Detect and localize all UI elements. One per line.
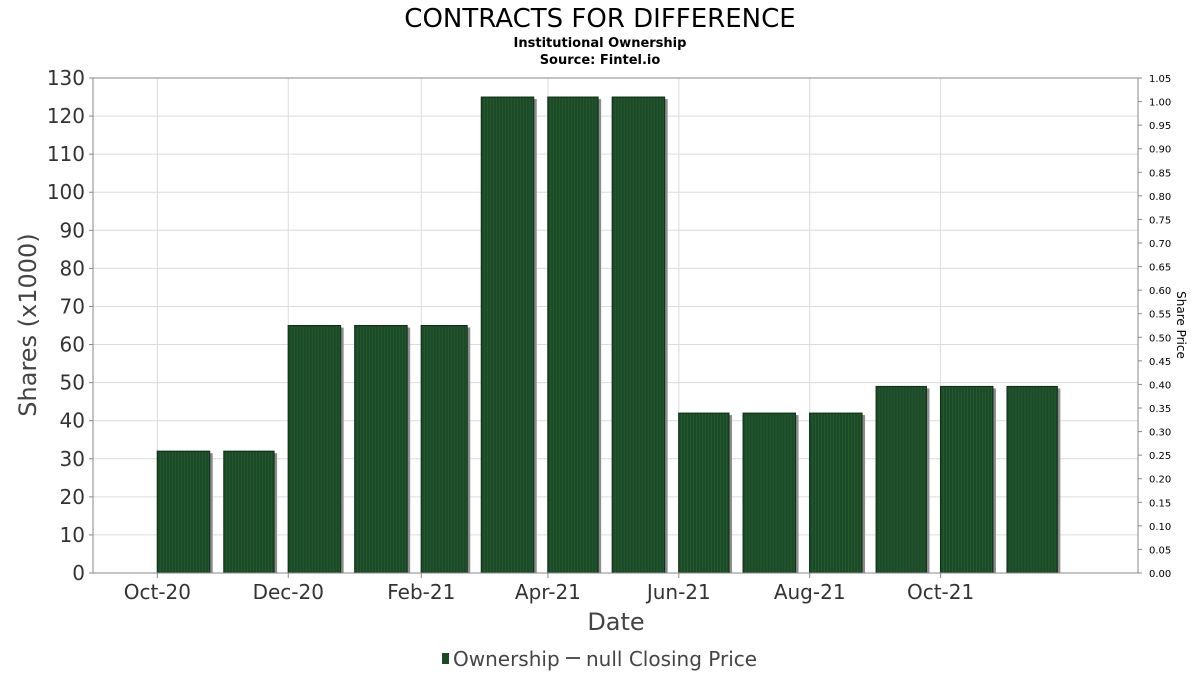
bar xyxy=(547,96,602,574)
bar-body xyxy=(611,96,666,574)
y2-tick-label: 0.90 xyxy=(1149,145,1171,156)
y2-tick-label: 0.20 xyxy=(1149,475,1171,486)
legend-label-closing-price: null Closing Price xyxy=(586,647,757,671)
bar-body xyxy=(156,450,211,574)
bar-body xyxy=(480,96,535,574)
chart-title: CONTRACTS FOR DIFFERENCE xyxy=(404,4,795,34)
x-tick-label: Oct-20 xyxy=(124,580,191,604)
chart-subtitle: Institutional Ownership xyxy=(514,36,687,51)
bar xyxy=(809,412,866,574)
bars xyxy=(156,96,1061,574)
y-tick-label: 60 xyxy=(60,333,85,357)
y2-tick-label: 0.85 xyxy=(1149,168,1171,179)
y-tick-label: 50 xyxy=(60,371,85,395)
legend: Ownership null Closing Price xyxy=(442,647,757,671)
bar xyxy=(480,96,537,574)
y2-tick-label: 0.75 xyxy=(1149,215,1171,226)
y-tick-label: 30 xyxy=(60,447,85,471)
bar xyxy=(678,412,733,574)
bar-body xyxy=(875,385,927,574)
x-tick-label: Apr-21 xyxy=(515,580,581,604)
y-tick-label: 130 xyxy=(47,66,85,90)
y2-tick-label: 0.45 xyxy=(1149,357,1171,368)
bar xyxy=(939,385,996,574)
x-tick-label: Aug-21 xyxy=(774,580,846,604)
y-tick-label: 90 xyxy=(60,218,85,242)
legend-swatch-ownership xyxy=(442,653,449,664)
y2-tick-label: 1.05 xyxy=(1149,74,1171,85)
bar-body xyxy=(420,325,468,574)
y2-tick-label: 0.05 xyxy=(1149,545,1171,556)
chart-source: Source: Fintel.io xyxy=(540,53,661,68)
y-axis-label: Shares (x1000) xyxy=(14,233,42,416)
y2-tick-label: 0.70 xyxy=(1149,239,1171,250)
y-tick-label: 40 xyxy=(60,409,85,433)
y-axis-ticks: 0 10 20 30 40 50 60 70 80 90 100 110 120 130 xyxy=(47,66,93,585)
bar xyxy=(156,450,213,574)
bar xyxy=(875,385,930,574)
y-tick-label: 70 xyxy=(60,294,85,318)
y2-tick-label: 0.00 xyxy=(1149,569,1171,580)
y2-tick-label: 0.50 xyxy=(1149,333,1171,344)
y2-tick-label: 0.25 xyxy=(1149,451,1171,462)
x-tick-label: Dec-20 xyxy=(253,580,324,604)
y-tick-label: 20 xyxy=(60,485,85,509)
x-axis-ticks: Oct-20 Dec-20 Feb-21 Apr-21 Jun-21 Aug-21 Oct-… xyxy=(124,573,974,604)
y2-tick-label: 0.10 xyxy=(1149,522,1171,533)
bar-body xyxy=(809,412,863,574)
bar-body xyxy=(223,450,275,574)
y2-tick-label: 1.00 xyxy=(1149,98,1171,109)
x-axis-label: Date xyxy=(587,608,644,636)
bar-body xyxy=(354,325,408,574)
y2-tick-label: 0.65 xyxy=(1149,263,1171,274)
y-tick-label: 120 xyxy=(47,104,85,128)
y2-tick-label: 0.95 xyxy=(1149,121,1171,132)
y2-tick-label: 0.35 xyxy=(1149,404,1171,415)
bar xyxy=(420,325,471,574)
bar-body xyxy=(742,412,797,574)
y-tick-label: 80 xyxy=(60,256,85,280)
legend-label-ownership: Ownership xyxy=(453,647,560,671)
bar xyxy=(742,412,799,574)
y2-tick-label: 0.40 xyxy=(1149,380,1171,391)
bar xyxy=(611,96,668,574)
y2-tick-label: 0.80 xyxy=(1149,192,1171,203)
y-tick-label: 110 xyxy=(47,142,85,166)
y2-tick-label: 0.55 xyxy=(1149,310,1171,321)
bar xyxy=(223,450,278,574)
y-tick-label: 0 xyxy=(72,561,85,585)
bar xyxy=(1006,385,1061,574)
y-tick-label: 10 xyxy=(60,523,85,547)
y2-tick-label: 0.60 xyxy=(1149,286,1171,297)
bar-body xyxy=(1006,385,1058,574)
y2-tick-label: 0.30 xyxy=(1149,428,1171,439)
bar-body xyxy=(547,96,599,574)
bar-body xyxy=(939,385,994,574)
y2-axis-label: Share Price xyxy=(1174,291,1188,359)
plot-frame xyxy=(92,77,1139,574)
bar xyxy=(287,325,344,574)
bar-body xyxy=(287,325,342,574)
y2-axis-ticks: 0.00 0.05 0.10 0.15 0.20 0.25 0.30 0.35 0.40 0.45… xyxy=(1138,74,1171,580)
y-tick-label: 100 xyxy=(47,180,85,204)
y2-tick-label: 0.15 xyxy=(1149,498,1171,509)
bar xyxy=(354,325,411,574)
x-tick-label: Oct-21 xyxy=(907,580,974,604)
x-tick-label: Feb-21 xyxy=(387,580,455,604)
bar-body xyxy=(678,412,730,574)
x-tick-label: Jun-21 xyxy=(645,580,711,604)
